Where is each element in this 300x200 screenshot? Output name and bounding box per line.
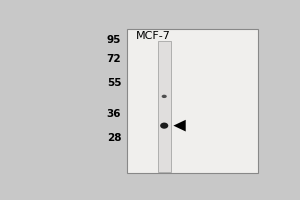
- Text: 72: 72: [106, 54, 121, 64]
- Polygon shape: [173, 120, 186, 131]
- Text: 28: 28: [107, 133, 121, 143]
- Text: 55: 55: [107, 78, 121, 88]
- Bar: [127, 29, 258, 173]
- Text: 36: 36: [107, 109, 121, 119]
- Ellipse shape: [160, 123, 168, 129]
- Text: MCF-7: MCF-7: [136, 31, 171, 41]
- Ellipse shape: [162, 95, 167, 98]
- Text: 95: 95: [107, 35, 121, 45]
- Bar: [158, 41, 171, 172]
